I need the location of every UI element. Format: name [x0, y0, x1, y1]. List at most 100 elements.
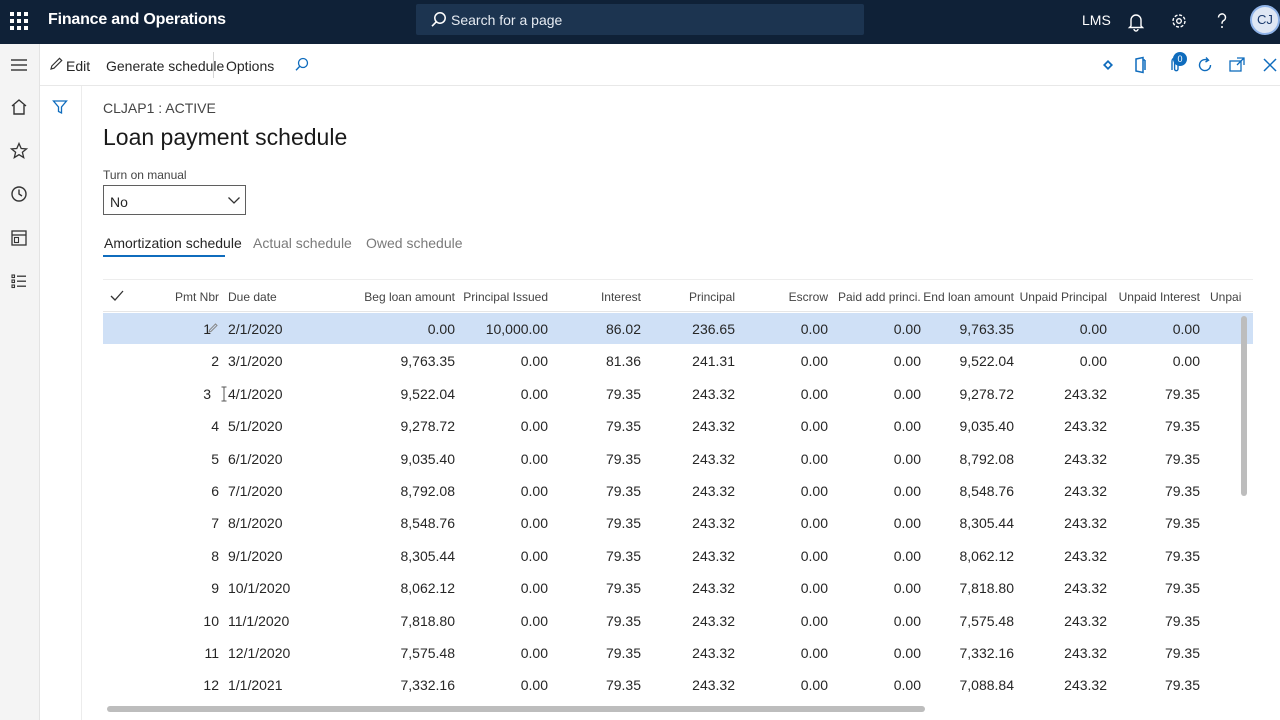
cell-principal: 243.32 [692, 418, 735, 435]
column-header-interest[interactable]: Interest [600, 290, 641, 304]
cell-end-loan-amount: 8,062.12 [959, 547, 1015, 564]
cell-interest: 79.35 [605, 515, 641, 532]
table-row[interactable]: 8 9/1/2020 8,305.44 0.00 79.35 243.32 0.00 0.00… [103, 540, 1253, 573]
close-icon[interactable] [1259, 54, 1280, 76]
cell-end-loan-amount: 9,763.35 [959, 321, 1015, 337]
cell-paid-add-principal: 0.00 [893, 385, 921, 402]
column-header-unpaid-more[interactable]: Unpai [1210, 290, 1242, 304]
app-launcher-icon[interactable] [8, 10, 28, 30]
row-edit-pencil-icon [208, 323, 218, 333]
column-header-due-date[interactable]: Due date [228, 290, 277, 304]
cell-principal: 236.65 [692, 321, 735, 337]
tab-owed-schedule[interactable]: Owed schedule [366, 235, 463, 251]
edit-button[interactable]: Edit [66, 58, 91, 74]
cell-escrow: 0.00 [800, 482, 828, 499]
refresh-icon[interactable] [1194, 54, 1216, 76]
cell-unpaid-principal: 243.32 [1064, 677, 1107, 694]
manual-dropdown[interactable]: No [103, 185, 246, 215]
cell-escrow: 0.00 [800, 450, 828, 467]
company-picker[interactable]: LMS [1082, 12, 1111, 28]
cell-paid-add-principal: 0.00 [893, 547, 921, 564]
vertical-scrollbar[interactable] [1241, 316, 1247, 496]
open-new-window-icon[interactable] [1226, 54, 1248, 76]
cell-unpaid-interest: 0.00 [1172, 353, 1200, 370]
column-header-unpaid-interest[interactable]: Unpaid Interest [1118, 290, 1200, 304]
search-icon [431, 12, 446, 27]
table-row[interactable]: 7 8/1/2020 8,548.76 0.00 79.35 243.32 0.00 0.00… [103, 507, 1253, 540]
cell-due-date: 1/1/2021 [228, 677, 283, 694]
cell-principal-issued: 0.00 [520, 515, 548, 532]
tab-amortization-schedule[interactable]: Amortization schedule [104, 235, 242, 251]
cell-pmt-nbr: 3 [203, 385, 211, 402]
cell-paid-add-principal: 0.00 [893, 450, 921, 467]
cell-principal-issued: 0.00 [520, 385, 548, 402]
list-icon[interactable] [8, 270, 30, 292]
select-all-checkmark-icon[interactable] [103, 280, 131, 312]
horizontal-scrollbar[interactable] [107, 706, 925, 712]
table-row[interactable]: 12 1/1/2021 7,332.16 0.00 79.35 243.32 0.00 0.0… [103, 669, 1253, 702]
cell-interest: 86.02 [605, 321, 641, 337]
table-row[interactable]: 4 5/1/2020 9,278.72 0.00 79.35 243.32 0.00 0.00… [103, 410, 1253, 443]
cell-principal-issued: 0.00 [520, 580, 548, 597]
table-row[interactable]: 2 3/1/2020 9,763.35 0.00 81.36 241.31 0.00 0.00… [103, 345, 1253, 378]
tab-actual-schedule[interactable]: Actual schedule [253, 235, 352, 251]
filter-icon[interactable] [51, 98, 69, 116]
workspace-icon[interactable] [8, 227, 30, 249]
table-row[interactable]: 10 11/1/2020 7,818.80 0.00 79.35 243.32 0.00 0.… [103, 605, 1253, 637]
table-row[interactable]: 5 6/1/2020 9,035.40 0.00 79.35 243.32 0.00 0.00… [103, 443, 1253, 475]
table-row[interactable]: 1 2/1/2020 0.00 10,000.00 86.02 236.65 0.00 0.0… [103, 313, 1253, 346]
cell-interest: 79.35 [605, 677, 641, 694]
cell-unpaid-interest: 0.00 [1172, 321, 1200, 337]
cell-escrow: 0.00 [800, 418, 828, 435]
column-header-paid-add-principal[interactable]: Paid add princi... [838, 290, 920, 304]
help-icon[interactable] [1208, 8, 1236, 36]
column-header-end-loan-amount[interactable]: End loan amount [923, 290, 1014, 304]
cell-beg-loan-amount: 7,575.48 [400, 644, 456, 661]
star-icon[interactable] [8, 140, 30, 162]
home-icon[interactable] [8, 96, 30, 118]
cell-end-loan-amount: 7,818.80 [959, 580, 1015, 597]
cell-pmt-nbr: 1 [203, 321, 211, 337]
options-tab[interactable]: Options [226, 58, 275, 74]
pencil-icon[interactable] [48, 56, 64, 72]
column-header-unpaid-principal[interactable]: Unpaid Principal [1019, 290, 1107, 304]
cell-beg-loan-amount: 8,062.12 [400, 580, 456, 597]
generate-schedule-button[interactable]: Generate schedule [106, 58, 225, 74]
column-header-escrow[interactable]: Escrow [788, 290, 828, 304]
column-header-beg-loan-amount[interactable]: Beg loan amount [364, 290, 455, 304]
cell-unpaid-principal: 243.32 [1064, 418, 1107, 435]
table-row[interactable]: 3 4/1/2020 9,522.04 0.00 79.35 243.32 0.00 0.00… [103, 378, 1253, 411]
power-apps-icon[interactable] [1097, 54, 1119, 76]
search-box[interactable]: Search for a page [416, 4, 864, 35]
cell-due-date: 10/1/2020 [228, 580, 291, 597]
cell-paid-add-principal: 0.00 [893, 321, 921, 337]
cell-unpaid-principal: 243.32 [1064, 385, 1107, 402]
cell-principal-issued: 0.00 [520, 482, 548, 499]
chevron-down-icon [228, 197, 240, 204]
column-header-principal[interactable]: Principal [688, 290, 735, 304]
cell-principal: 243.32 [692, 580, 735, 597]
cell-unpaid-principal: 243.32 [1064, 612, 1107, 629]
column-header-principal-issued[interactable]: Principal Issued [463, 290, 548, 304]
column-header-pmt-nbr[interactable]: Pmt Nbr [174, 290, 219, 304]
table-row[interactable]: 9 10/1/2020 8,062.12 0.00 79.35 243.32 0.00 0.0… [103, 572, 1253, 605]
table-row[interactable]: 11 12/1/2020 7,575.48 0.00 79.35 243.32 0.00 0.… [103, 637, 1253, 670]
cell-escrow: 0.00 [800, 677, 828, 694]
cell-unpaid-interest: 79.35 [1164, 482, 1200, 499]
avatar[interactable]: CJ [1250, 5, 1280, 35]
cell-end-loan-amount: 9,035.40 [959, 418, 1015, 435]
cell-principal: 241.31 [692, 353, 735, 370]
cell-beg-loan-amount: 9,035.40 [400, 450, 456, 467]
hamburger-icon[interactable] [8, 54, 30, 76]
cell-end-loan-amount: 9,522.04 [959, 353, 1015, 370]
table-row[interactable]: 6 7/1/2020 8,792.08 0.00 79.35 243.32 0.00 0.00… [103, 475, 1253, 508]
bell-icon[interactable] [1122, 8, 1150, 36]
office-icon[interactable] [1129, 54, 1151, 76]
gear-icon[interactable] [1165, 8, 1193, 36]
clock-icon[interactable] [8, 183, 30, 205]
cell-interest: 81.36 [605, 353, 641, 370]
action-search-icon[interactable] [293, 56, 311, 74]
cell-paid-add-principal: 0.00 [893, 515, 921, 532]
app-title[interactable]: Finance and Operations [48, 11, 226, 28]
cell-unpaid-principal: 243.32 [1064, 515, 1107, 532]
